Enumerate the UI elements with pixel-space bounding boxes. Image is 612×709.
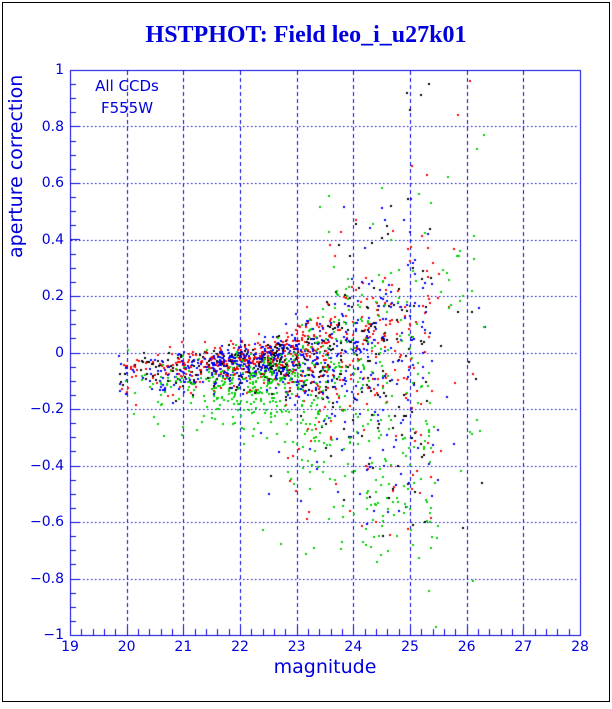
annotation-filter-f555w: F555W — [100, 99, 154, 117]
y-tick-label: 0.8 — [41, 118, 64, 135]
y-tick-label: 0.6 — [41, 175, 64, 191]
annotation-all-ccds: All CCDs — [95, 77, 159, 95]
x-tick-label: 22 — [231, 639, 249, 655]
x-tick-label: 24 — [344, 639, 363, 655]
y-tick-label: 0.2 — [41, 288, 64, 304]
x-tick-label: 27 — [514, 639, 533, 655]
x-tick-label: 23 — [287, 639, 306, 655]
x-tick-label: 19 — [61, 639, 79, 655]
y-tick-label: 0 — [55, 344, 64, 361]
x-tick-label: 21 — [174, 639, 193, 655]
y-tick-label: −0.4 — [30, 457, 64, 474]
x-tick-label: 25 — [401, 639, 419, 655]
x-tick-label: 26 — [457, 639, 476, 655]
y-tick-label: 0.4 — [41, 231, 64, 248]
y-tick-label: −1 — [43, 627, 64, 643]
y-tick-label: 1 — [55, 62, 64, 78]
y-tick-label: −0.6 — [30, 514, 64, 530]
y-tick-label: −0.2 — [30, 401, 64, 417]
x-tick-label: 20 — [117, 639, 136, 655]
y-tick-label: −0.8 — [30, 570, 64, 587]
x-axis-label: magnitude — [273, 656, 377, 678]
x-tick-label: 28 — [571, 639, 589, 655]
